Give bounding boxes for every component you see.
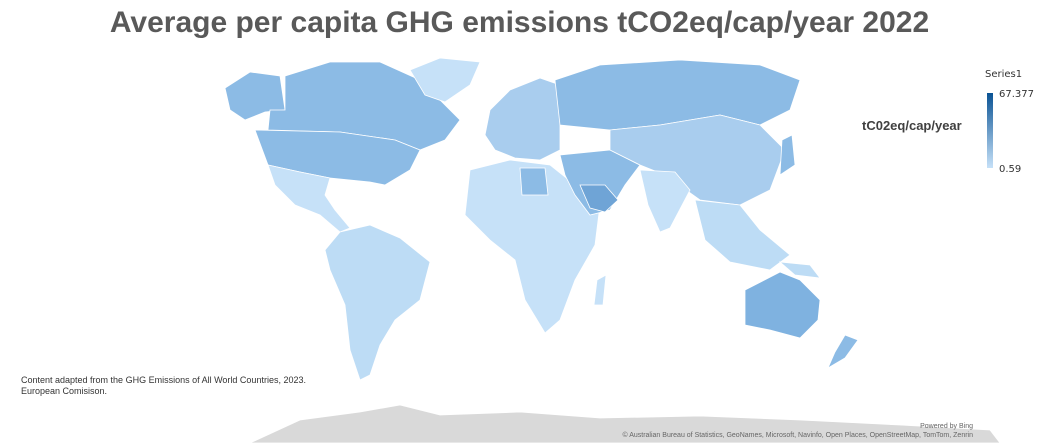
region-greenland — [409, 57, 481, 103]
region-saudi-arabia — [579, 184, 619, 213]
unit-label: tC02eq/cap/year — [862, 118, 962, 133]
powered-by-bing: Powered by Bing — [920, 423, 973, 430]
region-africa — [464, 159, 601, 334]
legend-series-name: Series1 — [985, 69, 1023, 80]
region-australia — [744, 271, 821, 339]
map-title: Average per capita GHG emissions tCO2eq/… — [109, 6, 930, 39]
region-central-asia-china — [609, 114, 786, 206]
region-russia — [554, 59, 801, 131]
region-new-zealand — [827, 334, 859, 369]
legend-color-scale — [987, 93, 993, 168]
legend-min-label: 0.59 — [999, 164, 1022, 175]
region-southeast-asia — [694, 199, 791, 271]
region-japan — [779, 134, 796, 176]
region-mexico-central-america — [267, 164, 351, 233]
source-line-2: European Comisison. — [21, 386, 108, 396]
region-libya — [519, 167, 549, 196]
map-attribution: © Australian Bureau of Statistics, GeoNa… — [622, 432, 973, 439]
source-line-1: Content adapted from the GHG Emissions o… — [21, 375, 306, 385]
region-india — [639, 169, 691, 233]
region-antarctica — [249, 404, 1001, 443]
source-note: Content adapted from the GHG Emissions o… — [21, 375, 306, 397]
region-madagascar — [593, 274, 607, 306]
region-canada — [267, 61, 461, 151]
legend-max-label: 67.377 — [999, 89, 1034, 100]
region-south-america — [324, 224, 431, 381]
region-europe — [484, 77, 561, 161]
region-new-guinea — [778, 261, 821, 279]
